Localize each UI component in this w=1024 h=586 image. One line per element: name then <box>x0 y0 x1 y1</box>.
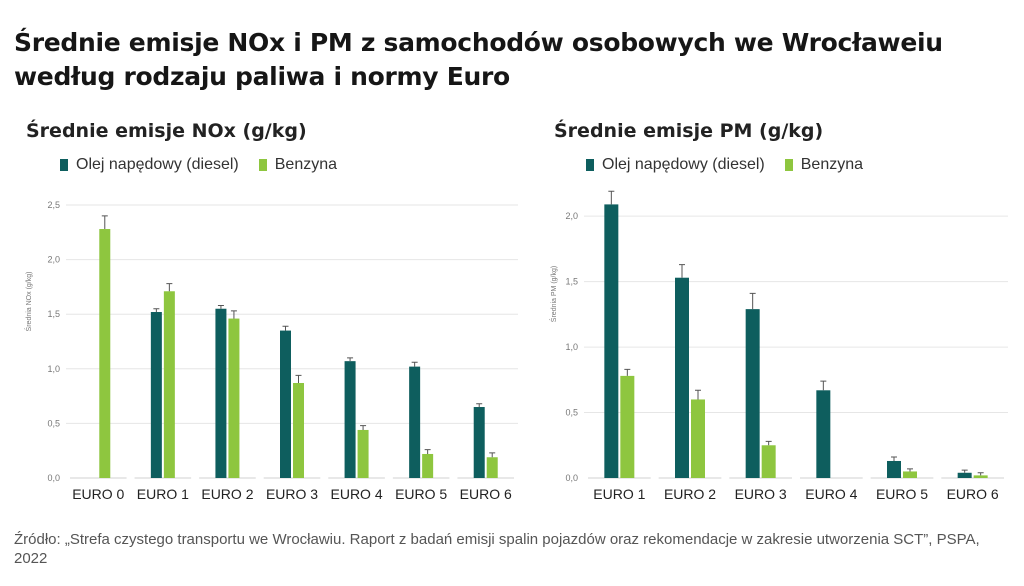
nox-error-bar <box>424 449 431 454</box>
nox-bar-petrol <box>486 457 498 478</box>
pm-category-label: EURO 6 <box>947 486 999 502</box>
nox-bar-diesel <box>215 308 227 478</box>
pm-y-axis-title: Średnia PM (g/kg) <box>549 266 558 322</box>
pm-legend-diesel: Olej napędowy (diesel) <box>586 156 765 174</box>
pm-chart-panel: Średnie emisje PM (g/kg) Olej napędowy (… <box>524 112 1024 522</box>
pm-category-label: EURO 4 <box>805 486 857 502</box>
nox-error-bar <box>230 310 237 319</box>
pm-bar-diesel <box>675 277 689 478</box>
pm-chart: 0,0 0,5 1,0 1,5 2,0 Średnia PM (g/kg) EURO 1 EU… <box>549 190 1008 502</box>
pm-error-bar <box>749 292 756 310</box>
main-title: Średnie emisje NOx i PM z samochodów oso… <box>14 26 1004 94</box>
nox-error-bar <box>476 403 483 408</box>
nox-category-label: EURO 2 <box>201 486 253 502</box>
pm-error-bar <box>820 380 827 391</box>
nox-y-tick-label: 1,0 <box>47 364 60 374</box>
pm-bar-petrol <box>691 399 705 478</box>
nox-legend-petrol: Benzyna <box>258 156 338 174</box>
pm-bar-diesel <box>887 460 901 478</box>
pm-legend-petrol: Benzyna <box>784 156 864 174</box>
pm-error-bar <box>891 456 897 461</box>
pm-y-tick-label: 2,0 <box>565 211 578 221</box>
nox-category-label: EURO 3 <box>266 486 318 502</box>
nox-error-bar <box>411 361 418 367</box>
nox-legend: Olej napędowy (diesel) Benzyna <box>60 156 337 174</box>
pm-y-tick-label: 1,5 <box>565 277 578 287</box>
nox-bar-diesel <box>344 361 356 478</box>
nox-category-label: EURO 4 <box>331 486 383 502</box>
nox-category-label: EURO 6 <box>460 486 512 502</box>
pm-category-label: EURO 3 <box>735 486 787 502</box>
nox-bar-diesel <box>280 330 291 478</box>
nox-bar-petrol <box>357 429 369 478</box>
nox-bar-petrol <box>422 453 434 478</box>
pm-error-bar <box>961 469 968 473</box>
nox-chart-title: Średnie emisje NOx (g/kg) <box>26 120 307 142</box>
nox-chart: 0,0 0,5 1,0 1,5 2,0 2,5 Średnia NOx (g/kg) EURO… <box>24 200 518 502</box>
pm-error-bar <box>907 468 913 472</box>
nox-bar-diesel <box>473 407 485 478</box>
nox-bar-diesel <box>150 312 162 478</box>
nox-legend-diesel: Olej napędowy (diesel) <box>60 156 239 174</box>
nox-bar-petrol <box>163 291 175 478</box>
source-note: Źródło: „Strefa czystego transportu we W… <box>14 531 980 567</box>
pm-legend-petrol-label: Benzyna <box>800 156 864 173</box>
petrol-swatch <box>258 159 267 171</box>
nox-error-bar <box>295 374 302 383</box>
nox-y-tick-label: 0,5 <box>47 418 60 428</box>
pm-y-tick-label: 0,5 <box>565 408 578 418</box>
pm-category-label: EURO 2 <box>664 486 716 502</box>
nox-error-bar <box>282 325 289 331</box>
nox-category-label: EURO 0 <box>72 486 124 502</box>
petrol-swatch <box>784 159 793 171</box>
pm-bar-petrol <box>903 471 917 478</box>
main-title-line-1: Średnie emisje NOx i PM z samochodów oso… <box>14 28 943 57</box>
pm-error-bar <box>679 264 685 278</box>
nox-legend-petrol-label: Benzyna <box>274 156 338 173</box>
pm-y-tick-label: 1,0 <box>565 342 578 352</box>
nox-y-tick-label: 2,5 <box>47 200 60 210</box>
main-title-line-2: według rodzaju paliwa i normy Euro <box>14 62 510 91</box>
nox-bar-diesel <box>409 366 421 478</box>
nox-error-bar <box>489 452 496 458</box>
nox-y-tick-label: 1,5 <box>47 309 60 319</box>
nox-category-label: EURO 1 <box>137 486 189 502</box>
pm-error-bar <box>977 472 984 476</box>
pm-error-bar <box>765 440 772 446</box>
pm-error-bar <box>608 190 615 205</box>
diesel-swatch <box>60 159 68 171</box>
nox-error-bar <box>217 304 224 309</box>
pm-legend: Olej napędowy (diesel) Benzyna <box>586 156 863 174</box>
pm-y-tick-label: 0,0 <box>565 473 578 483</box>
nox-bar-petrol <box>99 229 111 478</box>
nox-chart-panel: Średnie emisje NOx (g/kg) Olej napędowy … <box>0 112 520 522</box>
nox-y-axis-title: Średnia NOx (g/kg) <box>24 272 33 332</box>
nox-bar-petrol <box>293 382 304 478</box>
nox-error-bar <box>101 215 108 230</box>
pm-error-bar <box>624 368 631 376</box>
nox-error-bar <box>347 357 354 362</box>
nox-error-bar <box>360 425 367 430</box>
pm-category-label: EURO 5 <box>876 486 928 502</box>
pm-category-label: EURO 1 <box>593 486 645 502</box>
pm-bar-diesel <box>816 390 831 478</box>
nox-category-label: EURO 5 <box>395 486 447 502</box>
diesel-swatch <box>586 159 594 171</box>
nox-y-tick-label: 2,0 <box>47 255 60 265</box>
nox-error-bar <box>153 308 160 313</box>
pm-bar-petrol <box>761 445 776 478</box>
nox-error-bar <box>166 283 173 292</box>
pm-legend-diesel-label: Olej napędowy (diesel) <box>602 156 765 173</box>
pm-bar-petrol <box>973 475 988 478</box>
nox-legend-diesel-label: Olej napędowy (diesel) <box>76 156 239 173</box>
pm-bar-petrol <box>620 375 635 478</box>
pm-error-bar <box>695 389 701 400</box>
nox-bar-petrol <box>228 318 240 478</box>
pm-chart-title: Średnie emisje PM (g/kg) <box>554 120 824 142</box>
nox-y-tick-label: 0,0 <box>47 473 60 483</box>
pm-bar-diesel <box>957 472 972 478</box>
pm-bar-diesel <box>745 309 760 478</box>
pm-bar-diesel <box>604 204 619 478</box>
